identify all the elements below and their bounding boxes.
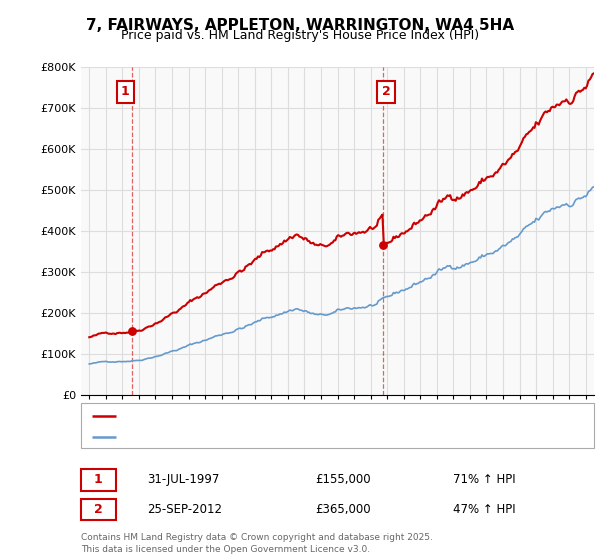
Text: Contains HM Land Registry data © Crown copyright and database right 2025.
This d: Contains HM Land Registry data © Crown c…	[81, 533, 433, 554]
Text: 47% ↑ HPI: 47% ↑ HPI	[453, 503, 515, 516]
Text: 2: 2	[382, 85, 391, 98]
Text: 71% ↑ HPI: 71% ↑ HPI	[453, 473, 515, 487]
Point	[127, 327, 137, 336]
Text: 1: 1	[94, 473, 103, 487]
Text: HPI: Average price, detached house, Warrington: HPI: Average price, detached house, Warr…	[120, 432, 371, 442]
Text: 25-SEP-2012: 25-SEP-2012	[147, 503, 222, 516]
Text: 31-JUL-1997: 31-JUL-1997	[147, 473, 220, 487]
Text: 1: 1	[121, 85, 130, 98]
Text: 7, FAIRWAYS, APPLETON, WARRINGTON, WA4 5HA: 7, FAIRWAYS, APPLETON, WARRINGTON, WA4 5…	[86, 18, 514, 33]
Text: 2: 2	[94, 503, 103, 516]
Text: Price paid vs. HM Land Registry's House Price Index (HPI): Price paid vs. HM Land Registry's House …	[121, 29, 479, 42]
Text: 7, FAIRWAYS, APPLETON, WARRINGTON, WA4 5HA (detached house): 7, FAIRWAYS, APPLETON, WARRINGTON, WA4 5…	[120, 410, 473, 421]
Text: £365,000: £365,000	[315, 503, 371, 516]
Point	[378, 241, 388, 250]
Text: £155,000: £155,000	[315, 473, 371, 487]
